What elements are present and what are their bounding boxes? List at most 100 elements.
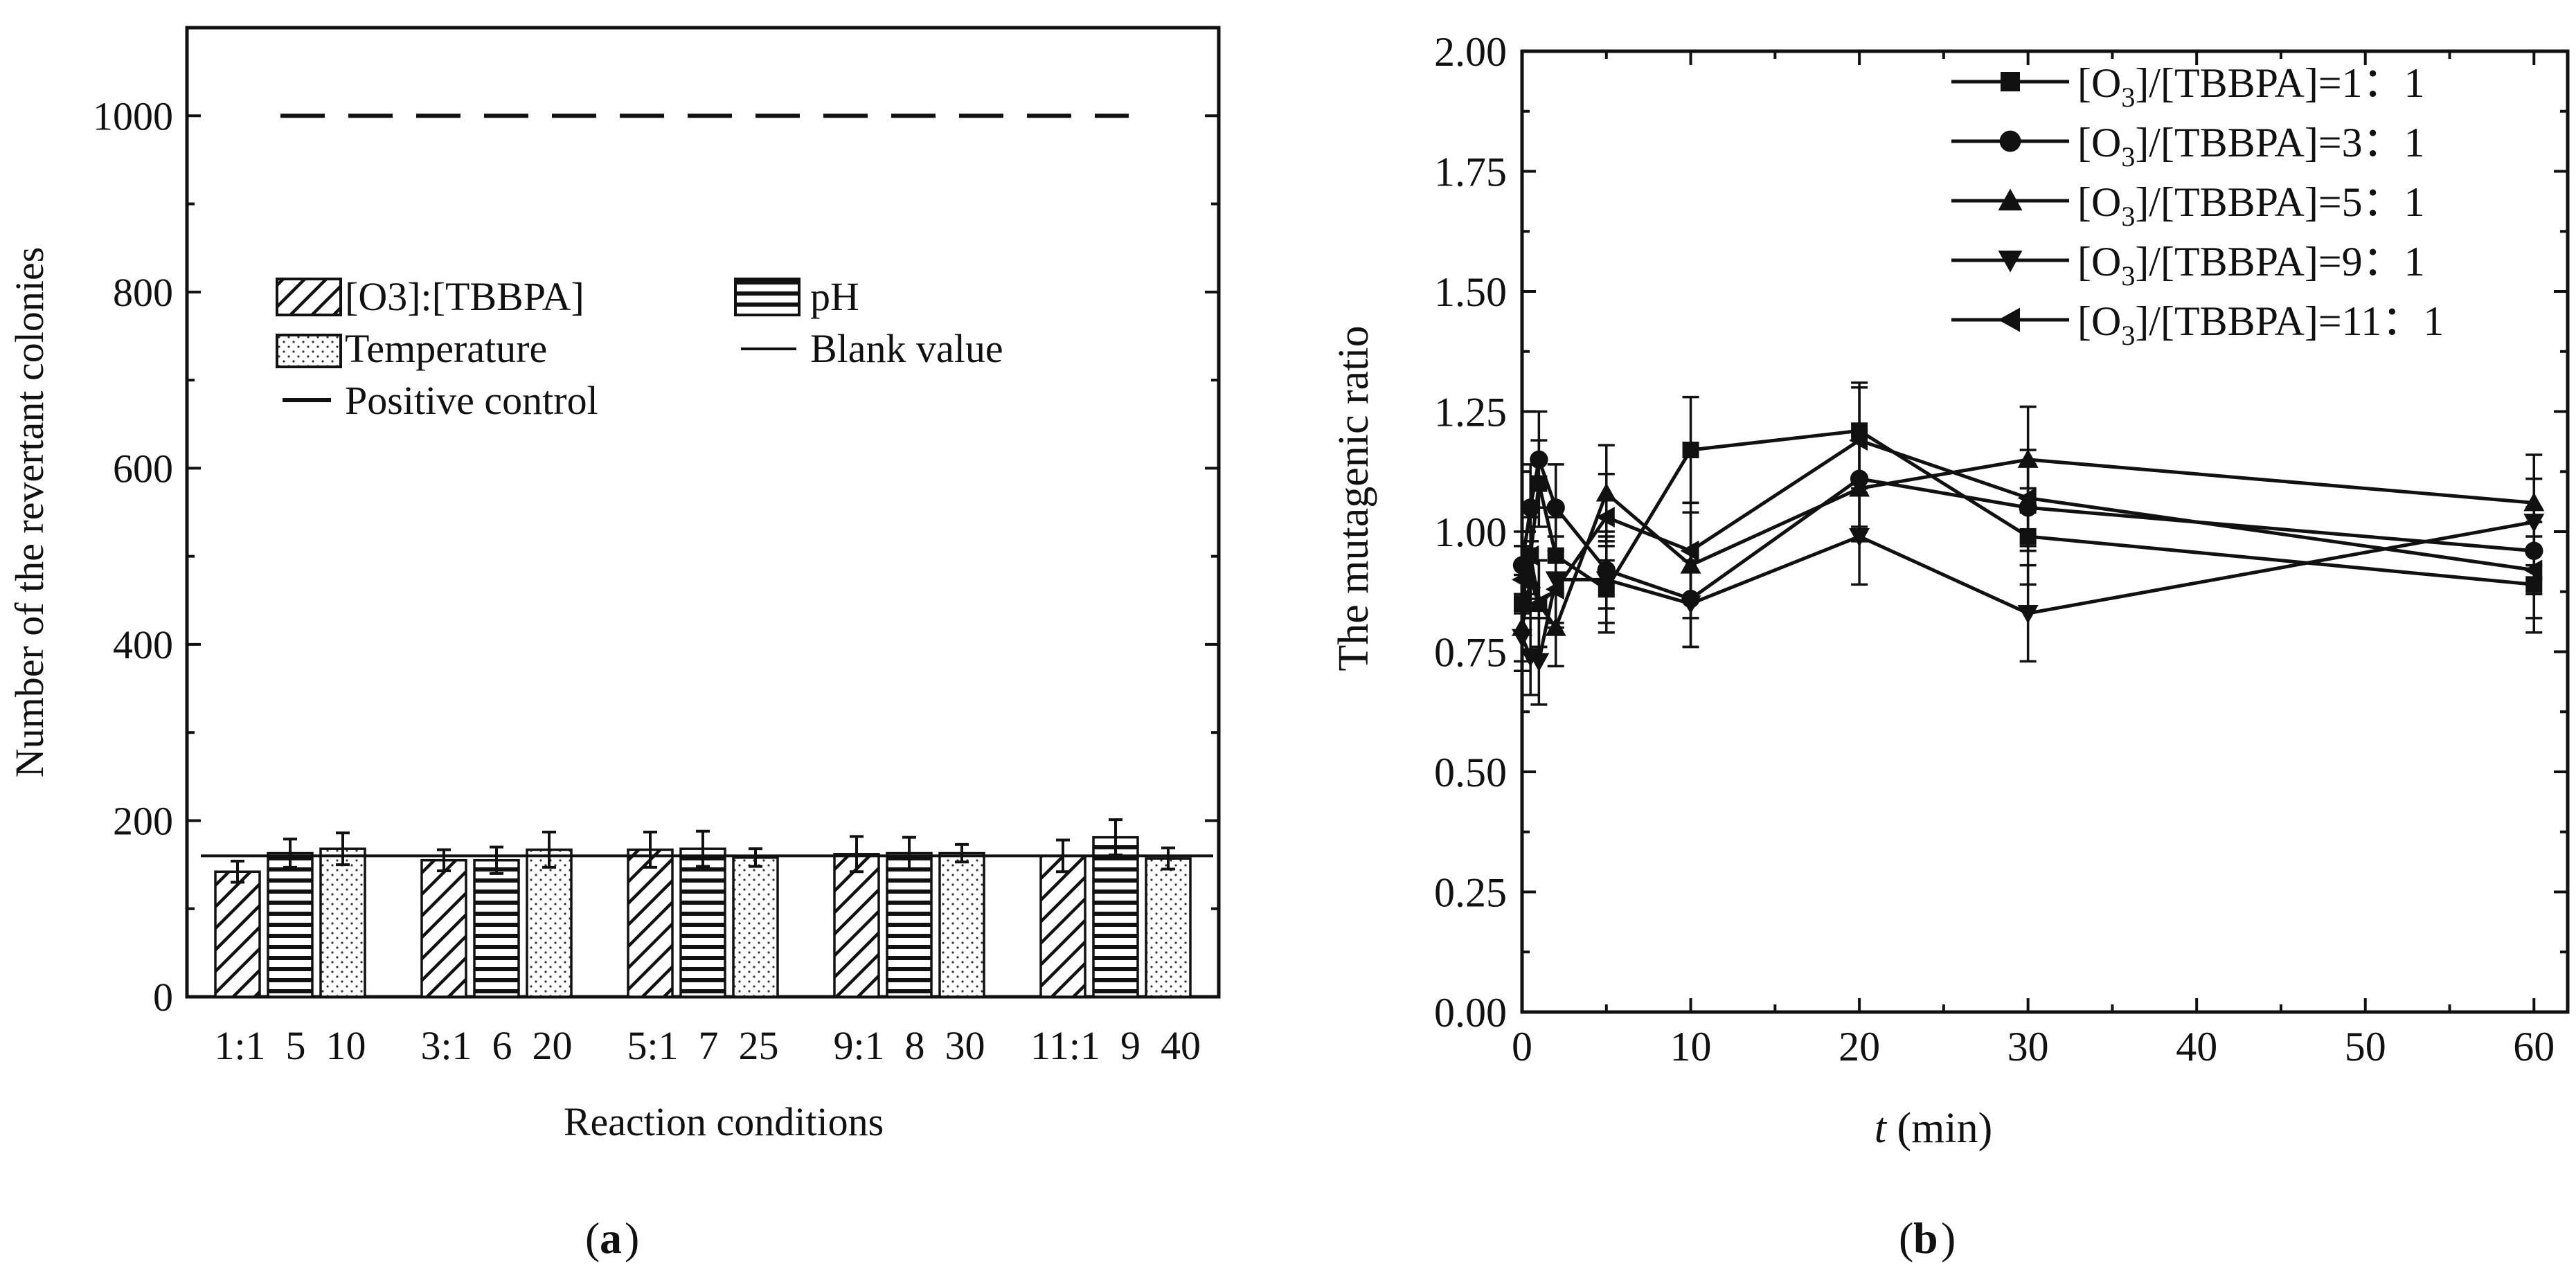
bar	[679, 847, 726, 998]
legend-item: [O3]/[TBBPA]=1：1	[1951, 60, 2425, 113]
bar	[1145, 857, 1192, 998]
y-tick-label: 2.00	[1434, 29, 1507, 75]
data-point	[1528, 653, 1550, 672]
panel-label-open: (	[1899, 1213, 1913, 1263]
panel-label-open: (	[585, 1213, 600, 1263]
legend-label: [O3]:[TBBPA]	[345, 274, 584, 319]
y-tick-label: 1000	[93, 93, 173, 138]
x-tick-label: 11:1 9 40	[1030, 1023, 1201, 1068]
data-point	[2017, 487, 2037, 509]
y-tick-label: 200	[113, 798, 173, 843]
legend-label-suffix: ]/[TBBPA]=3：1	[2135, 120, 2424, 165]
legend-item: [O3]/[TBBPA]=3：1	[1951, 120, 2425, 172]
legend-item: [O3]/[TBBPA]=11：1	[1951, 298, 2444, 351]
x-axis-label: t (min)	[1875, 1105, 1992, 1152]
y-tick-label: 0.25	[1434, 870, 1507, 916]
legend-marker	[1998, 251, 2023, 273]
series	[1512, 381, 2545, 706]
x-tick-label: 5:1 7 25	[627, 1023, 778, 1068]
legend-marker	[1998, 188, 2023, 210]
data-point	[1595, 571, 1617, 590]
legend-label: [O3]/[TBBPA]=11：1	[2077, 298, 2444, 351]
legend-label: [O3]/[TBBPA]=1：1	[2077, 60, 2425, 113]
x-tick-label: 0	[1512, 1024, 1532, 1069]
x-tick-label: 40	[2176, 1024, 2217, 1069]
panel-label-close: )	[625, 1213, 639, 1263]
y-tick-label: 0	[153, 975, 173, 1020]
data-point	[1680, 540, 1699, 561]
bar	[526, 848, 573, 998]
legend-label-prefix: [O	[2077, 179, 2121, 225]
data-point	[1512, 569, 1530, 590]
bar	[938, 851, 985, 998]
line-chart-panel: 0.00 0.25 0.50 0.75 1.00 1.25 1.50 1.75 2.00 0 10 2…	[1330, 29, 2570, 1263]
bar	[473, 858, 520, 998]
series-triangle-down	[1512, 477, 2545, 706]
y-tick-label: 0.50	[1434, 750, 1507, 795]
legend: [O3]/[TBBPA]=1：1[O3]/[TBBPA]=3：1[O3]/[TB…	[1951, 60, 2444, 351]
data-point	[1546, 498, 1565, 517]
legend-swatch	[276, 278, 342, 316]
bar	[319, 847, 366, 998]
bar	[214, 870, 261, 998]
y-tick-label: 400	[113, 622, 173, 667]
legend-marker	[1999, 130, 2021, 152]
y-tick-label: 600	[113, 446, 173, 491]
data-point	[1849, 430, 1868, 451]
x-tick-label: 3:1 6 20	[420, 1023, 572, 1068]
data-point	[1545, 579, 1564, 600]
bars	[214, 818, 1192, 998]
y-tick-label: 1.50	[1434, 269, 1507, 315]
legend-label-prefix: [O	[2077, 120, 2121, 165]
x-tick-label: 9:1 8 30	[833, 1023, 985, 1068]
legend-label-suffix: ]/[TBBPA]=1：1	[2135, 60, 2424, 106]
legend-label-suffix: ]/[TBBPA]=9：1	[2135, 239, 2424, 285]
legend-item: [O3]/[TBBPA]=9：1	[1951, 239, 2425, 291]
y-tick-label: 0.75	[1434, 630, 1507, 676]
bar	[1039, 854, 1086, 998]
data-point	[2523, 559, 2543, 581]
data-point	[1530, 450, 1548, 469]
legend-label-subscript: 3	[2121, 201, 2135, 232]
legend-label: [O3]/[TBBPA]=5：1	[2077, 179, 2425, 232]
legend-label-prefix: [O	[2077, 239, 2121, 285]
x-tick-label: 30	[2007, 1024, 2049, 1069]
x-tick-label: 60	[2513, 1024, 2555, 1069]
reference-lines	[201, 114, 1213, 858]
data-point	[1528, 593, 1548, 615]
bar	[833, 853, 880, 998]
legend-label: Temperature	[345, 326, 547, 371]
legend-label-subscript: 3	[2121, 260, 2135, 291]
x-tick-label: 10	[1670, 1024, 1712, 1069]
y-tick-label: 0.00	[1434, 990, 1507, 1036]
legend-swatch	[276, 334, 342, 368]
legend-label: Positive control	[345, 378, 598, 423]
bar	[420, 858, 467, 998]
legend-label-prefix: [O	[2077, 298, 2121, 344]
legend-label-subscript: 3	[2121, 141, 2135, 172]
legend: [O3]:[TBBPA] pH Temperature Blank value …	[276, 274, 1003, 423]
x-axis: 1:1 5 10 3:1 6 20 5:1 7 25 9:1 8 30 11:1 9 4…	[214, 1023, 1201, 1068]
x-tick-label: 20	[1839, 1024, 1880, 1069]
legend-label: pH	[810, 274, 859, 319]
series-triangle-left	[1512, 386, 2543, 649]
bar	[267, 851, 314, 998]
legend-label-subscript: 3	[2121, 320, 2135, 351]
panel-label: b	[1913, 1213, 1938, 1263]
panel-label-close: )	[1941, 1213, 1956, 1263]
legend-label-prefix: [O	[2077, 60, 2121, 106]
legend-label: [O3]/[TBBPA]=9：1	[2077, 239, 2425, 291]
x-axis-label-unit: (min)	[1886, 1105, 1992, 1152]
y-tick-label: 1.00	[1434, 509, 1507, 555]
y-tick-label: 800	[113, 270, 173, 315]
y-axis: 0 200 400 600 800 1000	[93, 93, 1219, 1020]
bar	[1092, 836, 1139, 998]
axes: 0.00 0.25 0.50 0.75 1.00 1.25 1.50 1.75 2.00 0 10 2…	[1434, 29, 2570, 1069]
legend-label-suffix: ]/[TBBPA]=5：1	[2135, 179, 2424, 225]
legend-marker	[2001, 72, 2020, 91]
bar	[627, 848, 674, 998]
legend-label: Blank value	[810, 326, 1003, 371]
data-point	[1512, 629, 1532, 648]
legend-swatch	[734, 278, 800, 316]
y-axis-label: The mutagenic ratio	[1330, 325, 1377, 671]
